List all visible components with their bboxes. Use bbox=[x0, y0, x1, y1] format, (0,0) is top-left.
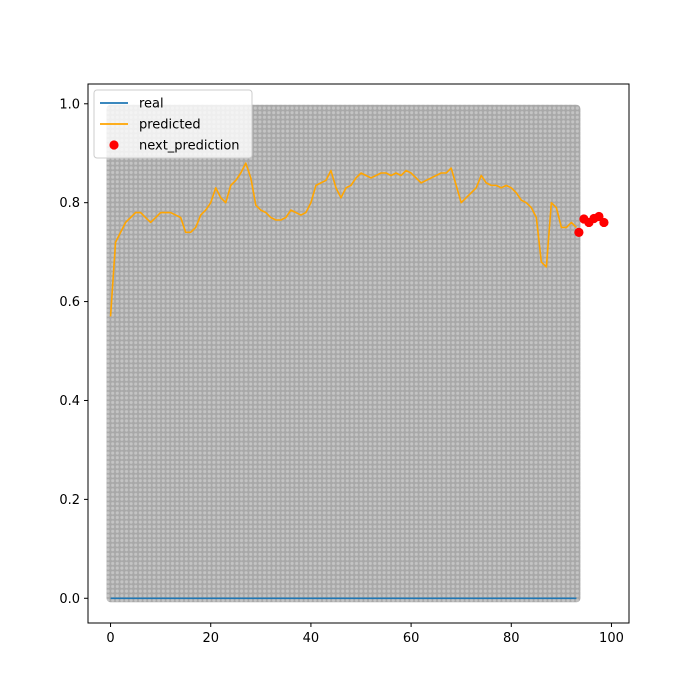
y-tick-label: 0.0 bbox=[59, 592, 80, 607]
series-line-predicted bbox=[109, 162, 577, 317]
legend-box bbox=[93, 89, 253, 159]
point-next_prediction bbox=[599, 217, 609, 228]
x-tick-label: 100 bbox=[599, 631, 624, 646]
legend-label-real: real bbox=[139, 97, 164, 112]
y-tick-label: 0.2 bbox=[59, 493, 80, 508]
y-tick-label: 0.4 bbox=[59, 394, 80, 409]
axes-frame bbox=[87, 83, 630, 624]
y-tick-label: 1.0 bbox=[59, 97, 80, 112]
x-tick-label: 20 bbox=[202, 631, 219, 646]
background-marker-band bbox=[106, 104, 581, 603]
legend: real predicted next_prediction bbox=[93, 89, 253, 159]
y-tick-label: 0.6 bbox=[59, 295, 80, 310]
axis-ticks: 0 20 40 60 80 100 0.0 0.2 0.4 0.6 0.8 1.0 bbox=[59, 97, 624, 646]
plot-area bbox=[106, 104, 609, 603]
legend-label-predicted: predicted bbox=[139, 118, 201, 133]
point-next_prediction bbox=[574, 227, 584, 237]
x-tick-label: 60 bbox=[403, 631, 420, 646]
x-tick-label: 0 bbox=[106, 631, 114, 646]
x-tick-label: 80 bbox=[503, 631, 520, 646]
y-tick-label: 0.8 bbox=[59, 196, 80, 211]
legend-swatch-next_prediction bbox=[109, 140, 119, 150]
legend-label-next_prediction: next_prediction bbox=[139, 139, 240, 154]
x-tick-label: 40 bbox=[303, 631, 320, 646]
